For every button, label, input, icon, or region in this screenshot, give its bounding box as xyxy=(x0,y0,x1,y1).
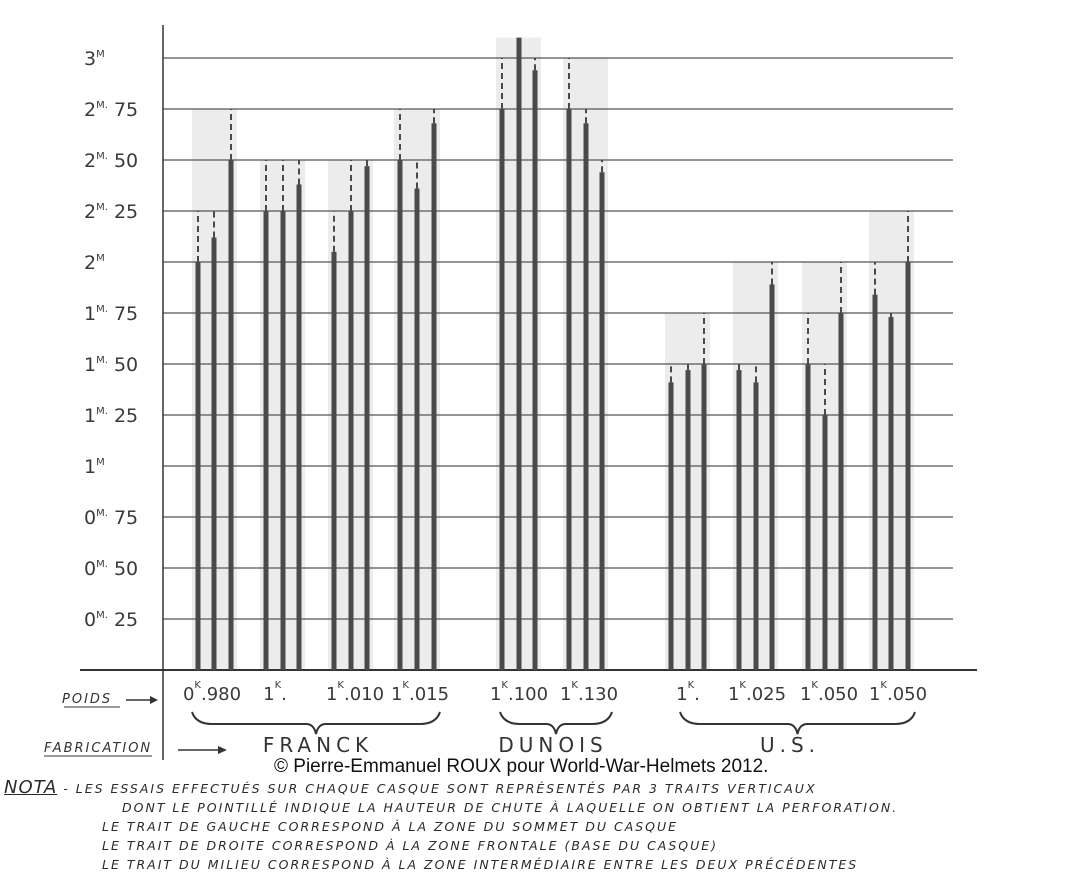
nota-line-3: Le trait de gauche correspond à la zone … xyxy=(102,819,679,834)
bar-solid xyxy=(769,284,775,670)
weight-label: 1K.025 xyxy=(728,680,786,705)
nota-footnote: Nota - Les essais effectués sur chaque c… xyxy=(4,778,898,874)
bar-solid xyxy=(736,370,742,670)
bar-solid xyxy=(296,184,302,671)
manufacturer-label: U.S. xyxy=(760,733,820,757)
weight-label: 1K.010 xyxy=(326,680,384,705)
weight-label: 1K.100 xyxy=(490,680,548,705)
bar-solid xyxy=(599,172,605,671)
bar-solid xyxy=(753,382,759,670)
bar-solid xyxy=(701,364,707,670)
nota-line-2: dont le pointillé indique la hauteur de … xyxy=(122,800,899,815)
bar-solid xyxy=(414,188,420,670)
poids-label: POIDS xyxy=(62,692,112,707)
y-tick-label: 2M. 25 xyxy=(84,201,138,223)
y-tick-label: 2M xyxy=(84,252,105,274)
nota-line-5: Le trait du milieu correspond à la zone … xyxy=(102,857,859,872)
y-tick-label: 0M. 25 xyxy=(84,609,138,631)
bar-solid xyxy=(195,262,201,670)
bar-solid xyxy=(668,382,674,670)
y-tick-label: 1M. 25 xyxy=(84,405,138,427)
bar-solid xyxy=(872,294,878,670)
group-brace xyxy=(191,711,441,735)
y-tick-label: 3M xyxy=(84,48,105,70)
bar-solid xyxy=(263,211,269,670)
bar-solid xyxy=(838,313,844,670)
y-tick-label: 0M. 50 xyxy=(84,558,138,580)
bar-solid xyxy=(532,70,538,671)
row-labels: POIDS FABRICATION xyxy=(44,692,227,757)
bar-solid xyxy=(685,370,691,670)
nota-title: Nota xyxy=(4,777,58,798)
y-tick-label: 1M. 50 xyxy=(84,354,138,376)
bar-solid xyxy=(331,251,337,671)
bar-solid xyxy=(805,364,811,670)
gridlines xyxy=(163,57,953,620)
bar-solid xyxy=(364,166,370,670)
manufacturer-label: FRANCK xyxy=(263,733,373,757)
bar-solid xyxy=(566,109,572,670)
y-tick-label: 1M. 75 xyxy=(84,303,138,325)
weight-label: 1K. xyxy=(263,680,287,705)
bar-solid xyxy=(905,262,911,670)
manufacturer-label: DUNOIS xyxy=(498,733,607,757)
weight-label: 1K. xyxy=(676,680,700,705)
x-axis-labels: 0K.980 1K. 1K.010 1K.015 FRANCK 1K.100 1K.130 D… xyxy=(183,680,927,757)
bar-solid xyxy=(499,109,505,670)
bar-solid xyxy=(583,123,589,670)
bar-solid xyxy=(431,123,437,670)
weight-label: 1K.130 xyxy=(560,680,618,705)
y-tick-label: 2M. 75 xyxy=(84,99,138,121)
nota-line-4: Le trait de droite correspond à la zone … xyxy=(102,838,719,853)
fabrication-label: FABRICATION xyxy=(44,741,152,756)
y-tick-label: 1M xyxy=(84,456,105,478)
y-tick-label: 0M. 75 xyxy=(84,507,138,529)
bar-solid xyxy=(280,211,286,670)
fabrication-arrow-head xyxy=(218,746,227,754)
weight-label: 1K.050 xyxy=(800,680,858,705)
group-brace xyxy=(499,711,613,735)
poids-arrow-head xyxy=(150,696,158,704)
bar-solid xyxy=(211,237,217,670)
bars xyxy=(195,37,911,671)
bar-solid xyxy=(397,160,403,670)
y-tick-label: 2M. 50 xyxy=(84,150,138,172)
bar-solid xyxy=(516,37,522,671)
weight-label: 0K.980 xyxy=(183,680,241,705)
bar-solid xyxy=(348,211,354,670)
bar-solid xyxy=(822,415,828,670)
copyright-notice: © Pierre-Emmanuel ROUX pour World-War-He… xyxy=(274,756,769,777)
nota-line-1: Nota - Les essais effectués sur chaque c… xyxy=(4,778,898,798)
drop-test-chart: 3M 2M. 75 2M. 50 2M. 25 2M 1M. 75 1M. 50 1M. 25… xyxy=(44,25,977,760)
weight-label: 1K.015 xyxy=(391,680,449,705)
y-axis-labels: 3M 2M. 75 2M. 50 2M. 25 2M 1M. 75 1M. 50 1M. 25… xyxy=(84,48,138,631)
group-brace xyxy=(679,711,916,735)
weight-label: 1K.050 xyxy=(869,680,927,705)
bar-solid xyxy=(888,317,894,670)
nota-line-text: - Les essais effectués sur chaque casque… xyxy=(63,781,817,796)
bar-solid xyxy=(228,160,234,670)
